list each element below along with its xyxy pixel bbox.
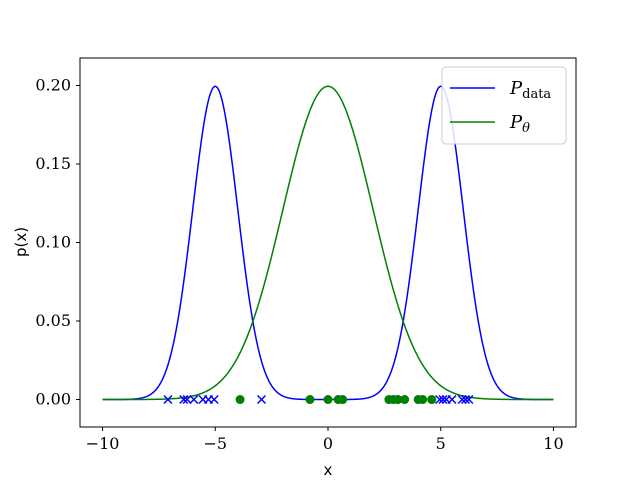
sample-marker-dot <box>338 395 348 405</box>
sample-marker-dot <box>235 395 245 405</box>
legend: Pdata Pθ <box>441 66 567 145</box>
x-tick-label: 5 <box>436 434 446 453</box>
legend-p-theta-main: P <box>509 112 523 133</box>
sample-marker-x <box>189 394 199 405</box>
sample-marker-x <box>438 394 448 405</box>
sample-marker-x <box>457 394 467 405</box>
sample-marker-dot <box>427 395 437 405</box>
sample-marker-x <box>179 394 189 405</box>
legend-p-data-sub: data <box>522 87 551 102</box>
sample-marker-x <box>447 394 457 405</box>
sample-marker-x <box>464 394 474 405</box>
y-tick-label: 0.10 <box>35 233 71 252</box>
sample-marker-dot <box>393 395 403 405</box>
sample-marker-dot <box>305 395 315 405</box>
series-line-p-theta <box>102 85 554 401</box>
x-tick-label: −5 <box>203 434 227 453</box>
sample-marker-x <box>163 394 173 405</box>
legend-label-p-data: Pdata <box>509 78 551 102</box>
sample-marker-x <box>182 394 192 405</box>
y-tick-label: 0.05 <box>35 311 71 330</box>
x-axis-label: x <box>324 461 333 479</box>
plot-area <box>102 85 554 405</box>
legend-p-data-main: P <box>509 78 523 99</box>
legend-p-theta-sub: θ <box>522 121 530 136</box>
x-tick-label: 0 <box>323 434 333 453</box>
sample-marker-x <box>209 394 219 405</box>
y-axis-label: p(x) <box>12 227 30 257</box>
legend-label-p-theta: Pθ <box>509 112 530 136</box>
y-tick-label: 0.15 <box>35 154 71 173</box>
axis-ticks: −10 −5 0 5 10 0.00 0.05 0.10 0.15 0.20 <box>35 75 563 453</box>
x-tick-label: −10 <box>86 434 120 453</box>
y-tick-label: 0.00 <box>35 390 71 409</box>
x-tick-label: 10 <box>543 434 563 453</box>
legend-box <box>441 66 567 145</box>
sample-marker-x <box>460 394 471 405</box>
sample-marker-dot <box>323 395 333 405</box>
y-tick-label: 0.20 <box>35 75 71 94</box>
sample-marker-x <box>435 394 445 405</box>
sample-marker-x <box>256 394 267 405</box>
sample-marker-dot <box>400 395 410 405</box>
sample-marker-dot <box>418 395 428 405</box>
